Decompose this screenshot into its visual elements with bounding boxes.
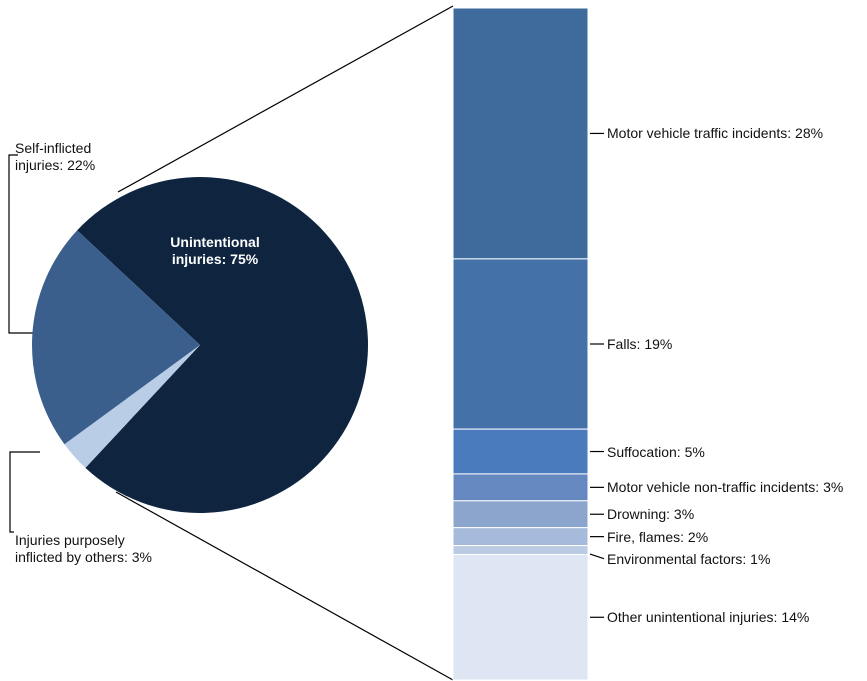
bar-segment [452, 527, 589, 547]
pie-slice [64, 345, 200, 468]
bar-segment [452, 554, 589, 681]
segment-label: Fire, flames: 2% [607, 528, 709, 545]
bar-segment [452, 258, 589, 430]
segment-label: Motor vehicle traffic incidents: 28% [607, 125, 824, 142]
bar-segment [452, 473, 589, 502]
bar-segment [452, 7, 589, 260]
connector [115, 491, 454, 681]
bar-segment [452, 545, 589, 556]
pie-slice [31, 230, 200, 445]
segment-label: Environmental factors: 1% [607, 550, 771, 567]
pie-slice [77, 177, 369, 513]
segment-label: Drowning: 3% [607, 506, 695, 523]
slice-label: Unintentional injuries: 75% [170, 234, 260, 267]
leader-line [589, 553, 605, 560]
bracket [9, 451, 40, 533]
bracket [8, 154, 35, 334]
slice-label: Self-inflicted injuries: 22% [15, 140, 96, 173]
segment-label: Suffocation: 5% [607, 443, 705, 460]
connector [117, 5, 454, 193]
slice-label: Injuries purposely inflicted by others: … [15, 532, 152, 565]
bar-segment [452, 500, 589, 529]
segment-label: Other unintentional injuries: 14% [607, 609, 810, 626]
bar-segment [452, 428, 589, 475]
segment-label: Falls: 19% [607, 336, 673, 352]
segment-label: Motor vehicle non-traffic incidents: 3% [607, 479, 844, 496]
